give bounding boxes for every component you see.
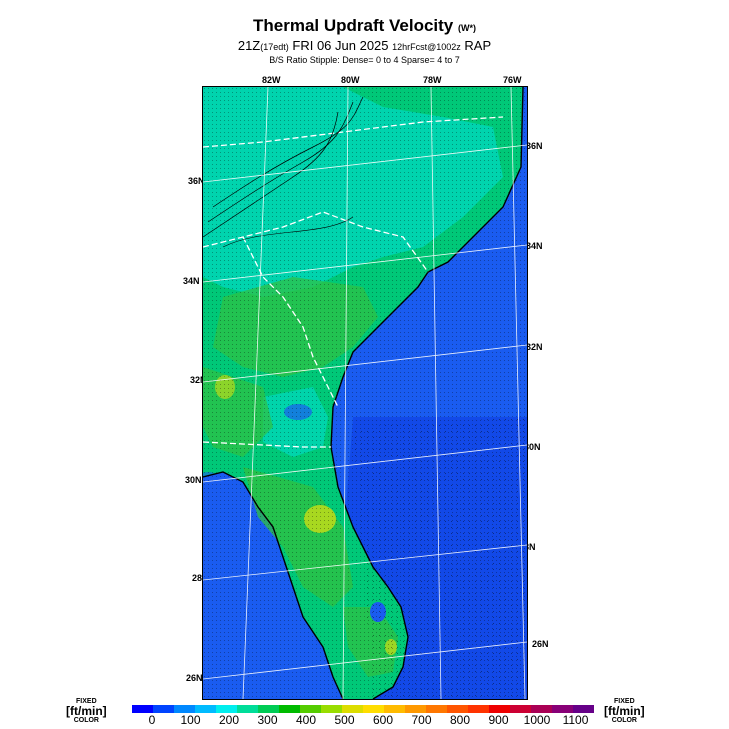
stipple-sparse [353, 417, 527, 699]
lat-label-right-32n: 32N [526, 342, 543, 352]
contour-2 [207, 101, 354, 223]
scale-swatch [321, 705, 342, 713]
lon-label-76w: 76W [503, 75, 522, 85]
scale-swatch [342, 705, 363, 713]
lon-label-78w: 78W [423, 75, 442, 85]
scale-swatch [573, 705, 594, 713]
coastline-gulf [203, 471, 344, 699]
scale-swatch [237, 705, 258, 713]
scale-swatch [132, 705, 153, 713]
scale-swatch [279, 705, 300, 713]
lat-label-right-34n: 34N [526, 241, 543, 251]
scale-swatch [153, 705, 174, 713]
graticule [203, 87, 527, 699]
scale-tick-label: 700 [411, 713, 432, 727]
stipple-note: B/S Ratio Stipple: Dense= 0 to 4 Sparse=… [269, 55, 460, 65]
scale-tick-label: 100 [180, 713, 201, 727]
lat-label-right-36n: 36N [526, 141, 543, 151]
contour-4 [222, 216, 354, 248]
scale-tick-label: 800 [449, 713, 471, 727]
scale-swatch [489, 705, 510, 713]
map-subtitle: 21Z(17edt) FRI 06 Jun 2025 12hrFcst@1002… [237, 38, 492, 53]
scale-swatch [426, 705, 447, 713]
scale-tick-label: 300 [257, 713, 278, 727]
scale-tick-label: 600 [372, 713, 394, 727]
scale-swatch [447, 705, 468, 713]
lon-label-80w: 80W [341, 75, 360, 85]
scale-swatch [363, 705, 384, 713]
coastline-east [330, 87, 524, 699]
scale-swatch [216, 705, 237, 713]
lat-label-left-26n: 26N [186, 673, 203, 683]
scale-swatch [195, 705, 216, 713]
scale-swatch [258, 705, 279, 713]
lat-label-left-34n: 34N [183, 276, 200, 286]
border-ga-fl [203, 441, 331, 448]
scale-tick-label: 500 [334, 713, 355, 727]
scale-tick-label: 1000 [523, 713, 551, 727]
scale-tick-label: 400 [295, 713, 317, 727]
lat-label-left-30n: 30N [185, 475, 202, 485]
lat-label-left-36n: 36N [188, 176, 205, 186]
scale-swatch [531, 705, 552, 713]
scale-swatch [405, 705, 426, 713]
lat-label-left-28n: 28N [192, 573, 209, 583]
scale-swatch [552, 705, 573, 713]
scale-tick-label: 200 [218, 713, 240, 727]
contour-3 [203, 111, 339, 238]
map-panel[interactable] [202, 86, 528, 700]
scale-swatch [174, 705, 195, 713]
lon-label-82w: 82W [262, 75, 281, 85]
lat-label-right-26n: 26N [532, 639, 549, 649]
scale-swatch [384, 705, 405, 713]
border-sc-ga [242, 236, 339, 408]
map-title: Thermal Updraft Velocity (W*) [252, 16, 476, 35]
legend-left-label: FIXED [ft/min] COLOR [66, 698, 107, 724]
contour-1 [212, 96, 364, 208]
scale-swatch [468, 705, 489, 713]
scale-swatch [300, 705, 321, 713]
scale-tick-label: 1100 [562, 713, 589, 727]
lat-label-right-30n: 30N [524, 442, 541, 452]
lat-label-left-32n: 32N [190, 375, 207, 385]
scale-tick-label: 900 [488, 713, 509, 727]
map-svg [203, 87, 527, 699]
legend-right-label: FIXED [ft/min] COLOR [604, 698, 645, 724]
scale-tick-label: 0 [148, 713, 156, 727]
border-va-nc [203, 116, 504, 148]
scale-swatch [510, 705, 531, 713]
color-scale-bar [132, 705, 594, 713]
